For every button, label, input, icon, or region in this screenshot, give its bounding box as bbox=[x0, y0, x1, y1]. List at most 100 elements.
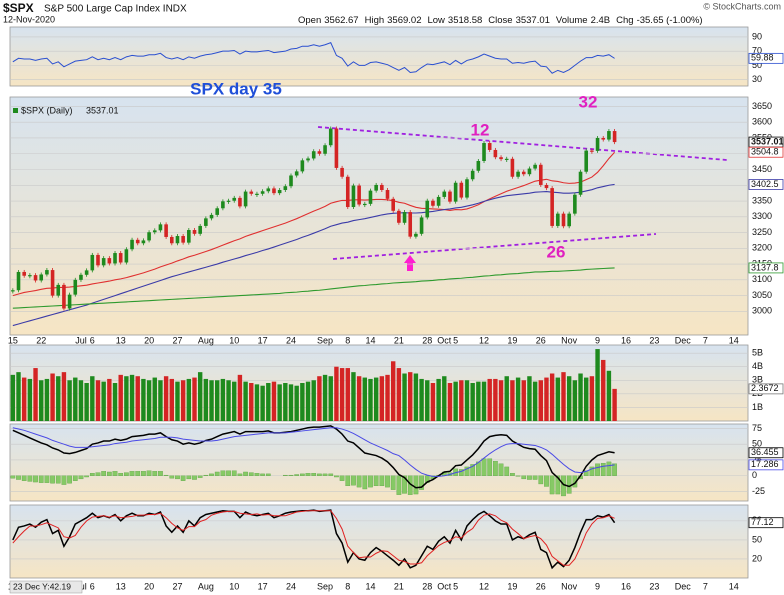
candle bbox=[16, 271, 21, 291]
volume-bar bbox=[317, 376, 322, 421]
y-tick-label: 3200 bbox=[752, 243, 772, 253]
x-tick-label: 6 bbox=[90, 335, 95, 345]
volume-bar bbox=[408, 372, 413, 421]
x-tick-label: 16 bbox=[621, 335, 631, 345]
macd-histogram bbox=[510, 473, 515, 476]
candle bbox=[317, 151, 322, 154]
volume-bar bbox=[215, 380, 220, 421]
volume-bar bbox=[220, 378, 226, 421]
candle bbox=[345, 176, 350, 208]
candle bbox=[402, 212, 407, 223]
volume-bar bbox=[118, 374, 123, 421]
candle bbox=[453, 182, 458, 202]
candle bbox=[249, 191, 254, 194]
volume-bar bbox=[385, 374, 390, 421]
volume-bar bbox=[601, 359, 606, 421]
volume-bar bbox=[447, 383, 453, 421]
volume-bar bbox=[169, 378, 174, 421]
volume-bar bbox=[129, 374, 135, 421]
macd-histogram bbox=[84, 475, 89, 478]
volume-bar bbox=[186, 378, 192, 421]
candle bbox=[470, 170, 475, 180]
volume-bar bbox=[493, 378, 498, 421]
quote-label: Close bbox=[488, 15, 512, 26]
stochastic-line bbox=[12, 509, 616, 570]
volume-bar bbox=[84, 383, 89, 421]
candle bbox=[311, 151, 316, 159]
macd-histogram bbox=[317, 473, 322, 476]
macd-histogram bbox=[158, 471, 163, 476]
volume-bar bbox=[163, 376, 169, 421]
candle bbox=[96, 254, 100, 266]
candle bbox=[334, 128, 339, 168]
quote-value: -35.65 (-1.00%) bbox=[637, 15, 703, 26]
macd-histogram bbox=[589, 466, 595, 476]
macd-histogram bbox=[237, 473, 243, 476]
macd-histogram bbox=[38, 475, 44, 483]
last-value-label: 77.12 bbox=[751, 517, 774, 527]
x-tick-label: 12 bbox=[479, 335, 489, 345]
macd-histogram bbox=[396, 475, 402, 495]
macd-histogram bbox=[226, 470, 231, 476]
x-tick-label: 19 bbox=[507, 581, 517, 591]
candle bbox=[266, 188, 271, 192]
volume-bar bbox=[226, 380, 231, 421]
candle bbox=[442, 191, 447, 197]
x-tick-label: 26 bbox=[536, 581, 546, 591]
volume-bar bbox=[78, 380, 84, 421]
volume-bar bbox=[300, 383, 305, 421]
macd-histogram bbox=[345, 475, 351, 487]
volume-bar bbox=[396, 368, 402, 421]
y-tick-label: 3B bbox=[752, 375, 763, 385]
candle bbox=[561, 213, 566, 227]
candle bbox=[368, 190, 373, 204]
candle bbox=[22, 271, 26, 276]
macd-histogram bbox=[339, 475, 345, 481]
macd-histogram bbox=[390, 475, 396, 490]
macd-histogram bbox=[16, 475, 21, 480]
x-tick-label: Aug bbox=[198, 581, 214, 591]
x-tick-label: 13 bbox=[116, 335, 126, 345]
macd-line bbox=[12, 427, 615, 477]
last-value-label: 36.455 bbox=[751, 447, 779, 457]
volume-bar bbox=[33, 368, 38, 421]
candle bbox=[50, 270, 55, 296]
volume-bar bbox=[612, 388, 617, 421]
volume-bar bbox=[402, 373, 407, 421]
candle bbox=[436, 196, 441, 206]
macd-histogram bbox=[254, 473, 260, 476]
candle bbox=[221, 201, 225, 209]
macd-histogram bbox=[351, 475, 356, 486]
volume-bar bbox=[566, 376, 572, 421]
macd-histogram bbox=[322, 473, 328, 476]
volume-bar bbox=[459, 380, 464, 421]
last-value-label: 59.88 bbox=[751, 53, 774, 63]
volume-bar bbox=[430, 383, 436, 421]
macd-histogram bbox=[583, 470, 589, 476]
x-tick-label: 23 bbox=[649, 335, 659, 345]
quote-label: Chg bbox=[616, 15, 633, 26]
x-tick-label: Nov bbox=[561, 335, 578, 345]
macd-histogram bbox=[356, 475, 362, 488]
x-tick-label: 16 bbox=[621, 581, 631, 591]
volume-bar bbox=[50, 373, 55, 421]
last-value-box bbox=[748, 52, 784, 64]
x-tick-label: 23 bbox=[649, 581, 659, 591]
x-tick-label: Sep bbox=[317, 581, 333, 591]
macd-histogram bbox=[44, 475, 50, 483]
quote-line: Open 3562.67 High 3569.02 Low 3518.58 Close 353… bbox=[298, 15, 703, 26]
candle bbox=[283, 186, 288, 190]
x-tick-label: 26 bbox=[536, 335, 546, 345]
candle bbox=[363, 203, 367, 206]
volume-bar bbox=[339, 368, 345, 421]
volume-bar bbox=[356, 376, 362, 421]
macd-histogram bbox=[89, 473, 95, 476]
macd-histogram bbox=[328, 473, 334, 476]
candle bbox=[425, 200, 430, 218]
last-value-label: 2.3672 bbox=[751, 383, 779, 393]
candle bbox=[380, 184, 384, 190]
volume-bar bbox=[260, 385, 265, 421]
stochastic-line bbox=[12, 510, 615, 566]
volume-bar bbox=[464, 380, 470, 421]
symbol: $SPX bbox=[3, 1, 34, 15]
